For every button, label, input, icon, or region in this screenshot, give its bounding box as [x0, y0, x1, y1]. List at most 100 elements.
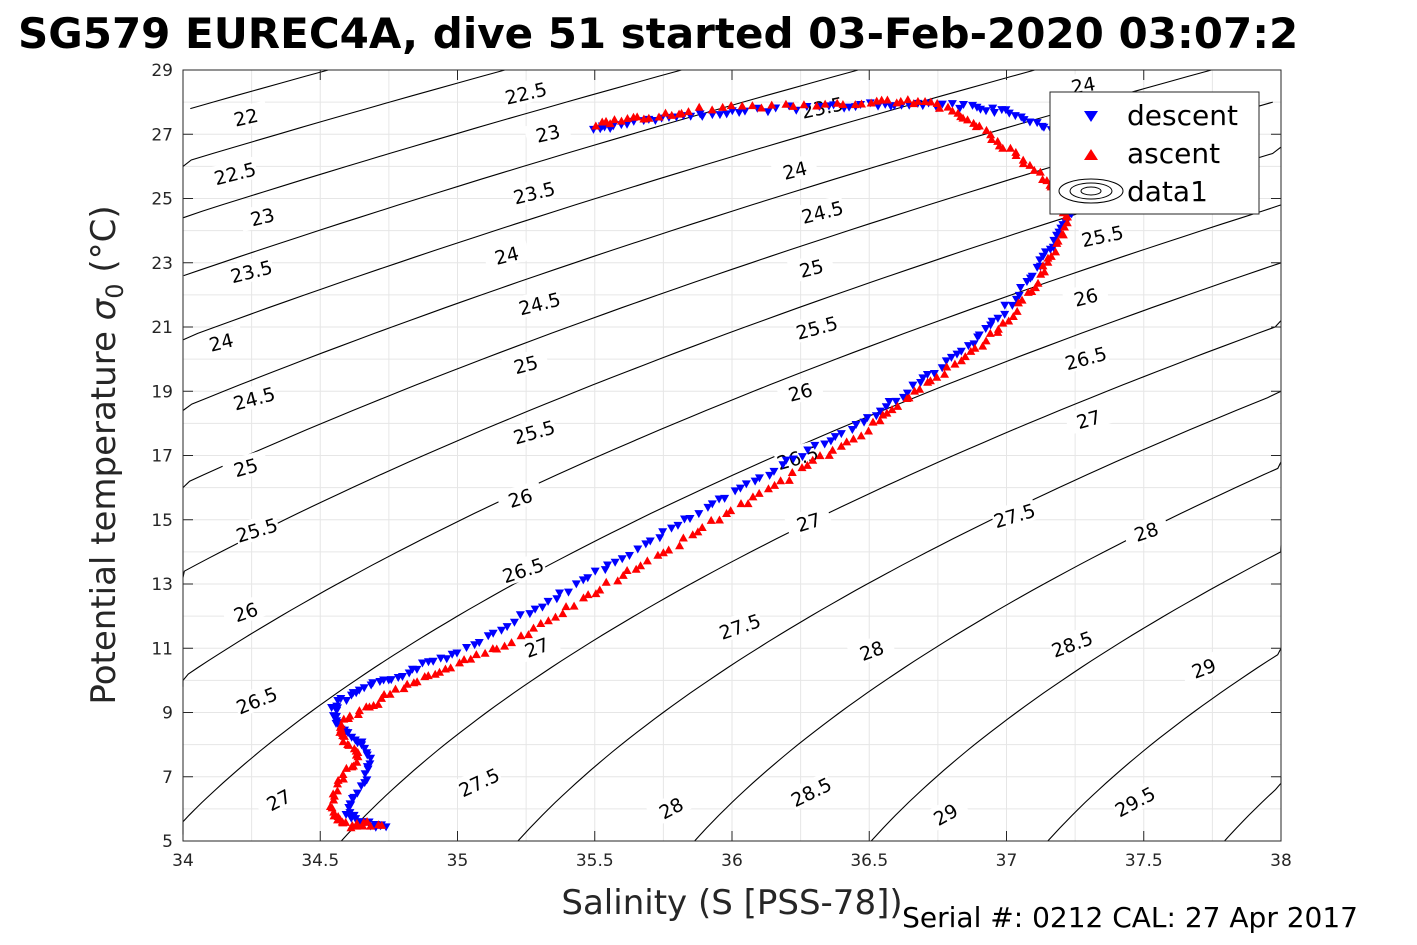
serial-cal-footer: Serial #: 0212 CAL: 27 Apr 2017 — [902, 901, 1358, 934]
contour-label-bg — [715, 607, 764, 644]
isopycnal-line — [182, 69, 1212, 411]
ascent-point — [507, 638, 517, 647]
ascent-point — [836, 441, 846, 450]
descent-point — [937, 364, 947, 373]
descent-point — [1025, 118, 1035, 127]
ascent-point — [985, 328, 995, 337]
ascent-point — [1018, 155, 1028, 164]
descent-point — [741, 480, 751, 489]
contour-label-bg — [1059, 69, 1107, 99]
ascent-point — [613, 576, 623, 585]
descent-point — [362, 776, 372, 785]
y-axis-label-subscript: 0 — [101, 283, 129, 298]
contour-label-bg — [1064, 401, 1113, 435]
contour-label: 23 — [523, 116, 572, 149]
ascent-point — [722, 508, 732, 517]
ascent-point — [850, 100, 860, 109]
ascent-point — [329, 807, 339, 816]
descent-point — [754, 474, 764, 483]
ascent-point — [706, 515, 716, 524]
ascent-point — [1012, 306, 1022, 315]
ascent-point — [1057, 229, 1067, 238]
x-tick-label: 38 — [1270, 851, 1292, 871]
ascent-point — [349, 744, 359, 753]
ascent-point — [674, 109, 684, 118]
descent-point — [673, 521, 683, 530]
ascent-point — [875, 416, 885, 425]
ascent-point — [385, 689, 395, 698]
descent-point — [997, 106, 1007, 115]
ascent-point — [622, 565, 632, 574]
ascent-point — [373, 820, 383, 829]
ascent-point — [978, 341, 988, 350]
contour-label-bg — [523, 116, 572, 149]
descent-point — [365, 760, 375, 769]
descent-point — [929, 370, 939, 379]
descent-point — [354, 686, 364, 695]
contour-label-bg — [1121, 513, 1171, 548]
descent-point — [359, 684, 369, 693]
ascent-point — [471, 650, 481, 659]
contour-label-bg — [511, 628, 561, 665]
ascent-point — [352, 757, 362, 766]
ascent-point — [583, 590, 593, 599]
ascent-point — [402, 679, 412, 688]
isopycnal-line — [870, 545, 1282, 842]
ascent-point — [1029, 165, 1039, 174]
ascent-point — [808, 455, 818, 464]
ascent-point — [675, 541, 685, 550]
ascent-point — [987, 134, 997, 143]
ascent-point — [523, 630, 533, 639]
y-tick-label: 9 — [162, 704, 173, 724]
ascent-point — [454, 658, 464, 667]
ascent-point — [631, 564, 641, 573]
descent-point — [703, 503, 713, 512]
descent-point — [352, 789, 362, 798]
ascent-point — [693, 527, 703, 536]
descent-point — [610, 558, 620, 567]
descent-point — [543, 597, 553, 606]
ascent-point — [336, 720, 346, 729]
ascent-point — [616, 116, 626, 125]
descent-point — [946, 353, 956, 362]
contour-label-bg — [989, 497, 1039, 532]
isopycnal-line — [1224, 776, 1282, 842]
contour-label-bg — [1078, 219, 1126, 251]
descent-point — [442, 655, 452, 664]
ascent-point — [986, 130, 996, 139]
ascent-point — [578, 593, 588, 602]
ascent-point — [754, 488, 764, 497]
y-tick-label: 27 — [151, 125, 173, 145]
legend[interactable]: descent ascent data1 — [1049, 91, 1260, 215]
descent-point — [778, 461, 788, 470]
descent-point — [720, 494, 730, 503]
ascent-point — [492, 644, 502, 653]
descent-point — [987, 317, 997, 326]
contour-label-bg — [770, 153, 819, 186]
descent-point — [537, 603, 547, 612]
ascent-point — [346, 823, 356, 832]
descent-point — [555, 589, 565, 598]
ascent-point — [784, 475, 794, 484]
ascent-point — [736, 499, 746, 508]
descent-point — [658, 528, 668, 537]
x-tick-label: 36 — [721, 851, 743, 871]
ascent-point — [856, 431, 866, 440]
contour-label: 24 — [482, 238, 531, 271]
contour-label: 23.5 — [509, 175, 558, 209]
ascent-point — [953, 108, 963, 117]
descent-point — [452, 649, 462, 658]
contour-label-bg — [787, 251, 836, 284]
descent-point — [347, 733, 357, 742]
descent-point — [564, 588, 574, 597]
ascent-point — [446, 663, 456, 672]
ascent-point — [639, 114, 649, 123]
ascent-point — [399, 684, 409, 693]
ascent-point — [787, 468, 797, 477]
ascent-point — [561, 602, 571, 611]
descent-point — [884, 398, 894, 407]
contour-label: 26 — [221, 593, 270, 629]
y-axis-label-main: Potential temperature — [84, 320, 124, 704]
